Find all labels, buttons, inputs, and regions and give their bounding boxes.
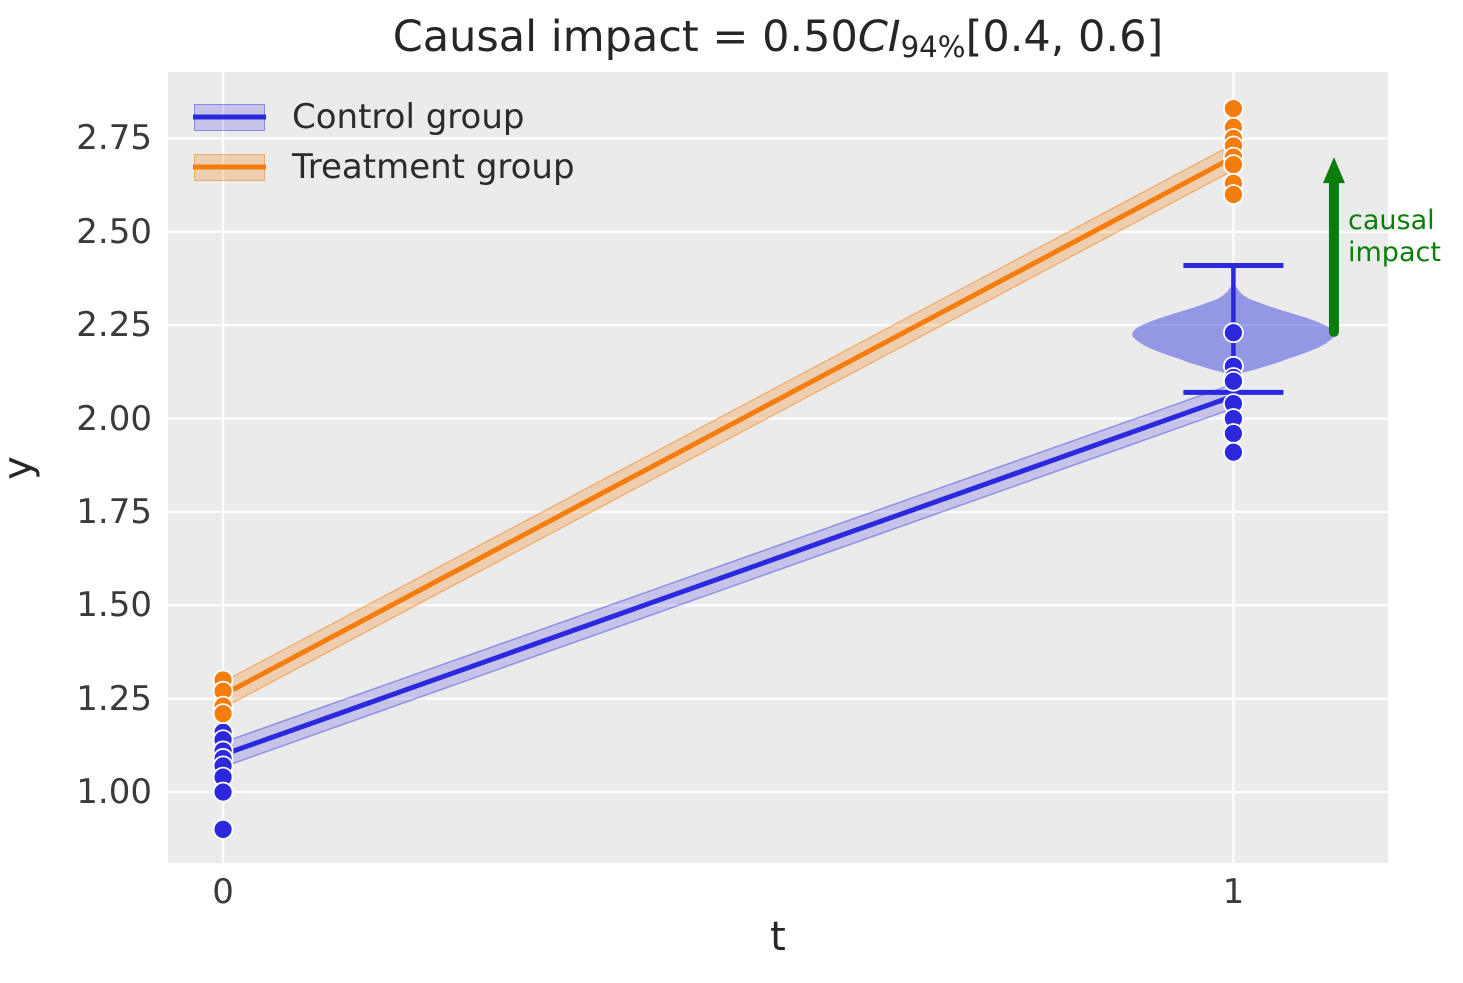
causal-impact-annotation-line1: causal [1348,205,1435,236]
y-axis-tick-label: 2.00 [76,398,152,439]
title-ci-subscript: 94% [900,30,966,65]
x-axis-label: t [770,914,786,960]
x-axis-tick-label: 0 [212,872,234,912]
control-scatter-point [1223,441,1244,463]
y-axis-label: y [0,456,41,480]
causal-impact-annotation: causal impact [1348,205,1441,269]
y-axis-tick-label: 1.25 [76,678,152,719]
legend-item-control: Control group [193,92,575,142]
treatment-line-icon [193,164,266,170]
x-axis-tick-label: 1 [1222,872,1245,912]
title-ci: CI [857,12,901,62]
plot-canvas [168,72,1388,863]
legend-swatch-control [193,103,266,131]
treatment-scatter-point [212,703,234,725]
axes-background [168,72,1388,863]
legend-label-treatment: Treatment group [292,147,575,187]
control-scatter-point [212,781,234,803]
treatment-scatter-point [1223,184,1244,205]
y-axis-tick-label: 1.00 [76,772,152,813]
control-line-icon [193,114,266,120]
legend-item-treatment: Treatment group [193,142,575,192]
chart-title: Causal impact = 0.50CI94%[0.4, 0.6] [168,12,1388,65]
y-axis-tick-label: 2.25 [76,305,152,346]
legend-swatch-treatment [193,153,266,181]
control-trend-line [222,393,1235,758]
plot-area: Control group Treatment group [168,72,1388,863]
control-scatter-point [1223,322,1244,344]
legend: Control group Treatment group [193,92,575,192]
y-axis-tick-label: 2.75 [76,118,152,159]
control-scatter-point [212,818,234,840]
control-scatter-point [1223,423,1244,444]
treatment-trend-line [221,154,1235,698]
title-interval: [0.4, 0.6] [965,12,1164,62]
y-axis-tick-label: 1.50 [76,585,152,626]
causal-impact-annotation-line2: impact [1348,237,1441,268]
title-prefix: Causal impact = 0.50 [392,12,858,62]
y-axis-tick-label: 1.75 [76,491,152,532]
legend-label-control: Control group [292,97,525,137]
causal-impact-arrow-head [1322,157,1345,184]
y-axis-tick-label: 2.50 [76,211,152,252]
treatment-scatter-point [1223,154,1244,176]
treatment-scatter-point [1223,98,1244,119]
control-scatter-point [1223,370,1244,392]
